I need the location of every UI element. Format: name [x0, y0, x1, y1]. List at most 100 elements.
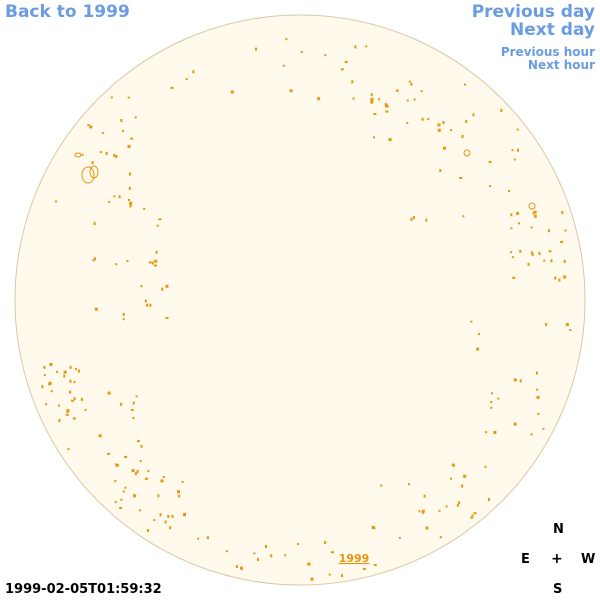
sunspot: [545, 323, 548, 327]
sunspot: [489, 185, 492, 188]
sunspot: [490, 401, 493, 403]
sunspot: [510, 227, 513, 230]
sunspot: [162, 476, 165, 479]
sunspot-contour: [528, 202, 536, 210]
sunspot: [352, 97, 355, 100]
sunspot: [459, 177, 463, 179]
sunspot: [388, 138, 392, 142]
sunspot: [461, 135, 464, 138]
sunspot: [371, 526, 375, 529]
sunspot: [107, 391, 111, 395]
next-day-link[interactable]: Next day: [510, 20, 595, 40]
sunspot: [476, 347, 480, 351]
sunspot: [384, 104, 388, 108]
sunspot: [169, 526, 172, 530]
sunspot: [133, 494, 136, 498]
sunspot: [462, 215, 465, 218]
sunspot: [385, 110, 389, 113]
sunspot: [129, 201, 133, 205]
sunspot: [445, 505, 448, 508]
sunspot: [536, 388, 539, 391]
sunspot: [464, 83, 466, 86]
sunspot: [115, 155, 118, 159]
solar-disk: [14, 14, 586, 586]
sunspot: [510, 251, 513, 254]
compass-south: S: [553, 582, 563, 597]
sunspot: [69, 365, 72, 369]
sunspot-contour: [89, 165, 99, 179]
sunspot: [438, 509, 441, 512]
sunspot: [510, 213, 513, 217]
sunspot: [373, 136, 376, 139]
year-link[interactable]: 1999: [339, 552, 370, 565]
sunspot: [543, 259, 546, 262]
compass-east: E: [521, 552, 530, 567]
sunspot: [75, 367, 77, 370]
sunspot: [206, 536, 209, 540]
sunspot: [131, 469, 135, 473]
sunspot: [408, 483, 411, 486]
sunspot: [284, 554, 287, 557]
sunspot: [427, 118, 430, 121]
next-hour-link[interactable]: Next hour: [527, 58, 595, 72]
previous-day-link[interactable]: Previous day: [471, 2, 595, 22]
sunspot: [465, 120, 468, 123]
sunspot: [122, 312, 125, 316]
sunspot: [561, 211, 564, 215]
sunspot: [362, 567, 366, 570]
sunspot: [513, 158, 516, 161]
sunspot: [108, 200, 111, 203]
sunspot: [153, 264, 157, 267]
sunspot: [73, 381, 76, 384]
sunspot: [45, 403, 48, 406]
sunspot: [437, 128, 441, 132]
sunspot: [365, 45, 368, 48]
sunspot: [132, 401, 135, 405]
sunspot: [425, 218, 428, 222]
sunspot: [513, 422, 517, 426]
sunspot: [569, 329, 572, 331]
sunspot: [484, 465, 487, 468]
sunspot: [341, 574, 343, 578]
sunspot: [115, 463, 119, 467]
sunspot: [87, 124, 90, 126]
sunspot: [548, 229, 550, 233]
sunspot: [94, 307, 98, 311]
sunspot: [101, 132, 104, 135]
sunspot: [473, 512, 477, 515]
sunspot: [548, 250, 552, 253]
back-to-year-link[interactable]: Back to 1999: [5, 2, 130, 22]
sunspot: [421, 509, 425, 513]
previous-hour-link[interactable]: Previous hour: [500, 45, 595, 59]
sunspot: [120, 498, 123, 501]
sunspot: [511, 256, 514, 259]
sunspot: [519, 249, 522, 253]
sunspot: [165, 284, 169, 288]
sunspot: [413, 98, 416, 101]
sunspot: [56, 370, 59, 373]
sunspot: [536, 371, 538, 375]
sunspot: [513, 378, 517, 382]
sunspot: [71, 399, 74, 402]
sunspot: [530, 433, 533, 436]
sunspot: [41, 385, 44, 389]
sunspot: [497, 397, 500, 400]
sunspot: [122, 318, 125, 321]
sunspot: [456, 503, 459, 507]
sunspot: [519, 379, 522, 383]
sunspot: [554, 276, 557, 280]
sunspot: [147, 470, 150, 473]
sunspot: [113, 195, 116, 198]
sunspot: [69, 390, 72, 394]
sunspot: [178, 494, 181, 498]
sunspot: [398, 536, 401, 539]
sunspot: [527, 262, 530, 266]
sunspot: [463, 474, 467, 478]
sunspot: [470, 320, 473, 323]
sunspot: [127, 96, 130, 99]
sunspot: [478, 333, 480, 335]
sunspot: [91, 161, 94, 165]
sunspot-contour: [81, 166, 95, 184]
compass-north: N: [553, 522, 564, 537]
sunspot: [81, 153, 84, 156]
